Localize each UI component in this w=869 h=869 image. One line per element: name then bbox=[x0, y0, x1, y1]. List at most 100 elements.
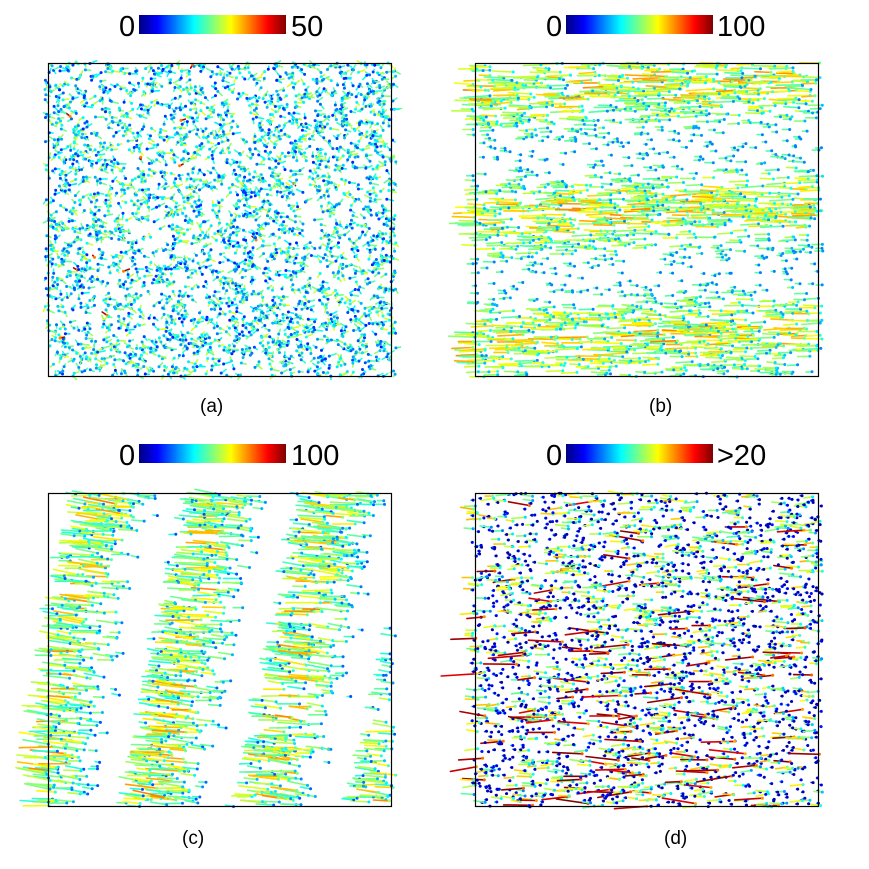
particle-dot bbox=[155, 268, 159, 272]
particle-dot bbox=[175, 305, 179, 309]
particle-dot bbox=[251, 117, 255, 121]
particle-dot bbox=[376, 264, 380, 268]
particle-dot bbox=[297, 302, 301, 306]
particle-dot bbox=[237, 165, 241, 169]
particle-dot bbox=[94, 115, 97, 119]
particle-dot bbox=[267, 328, 271, 332]
particle-dot bbox=[270, 113, 274, 117]
particle-dot bbox=[232, 168, 236, 172]
particle-dot bbox=[255, 231, 259, 235]
particle-dot bbox=[191, 171, 195, 175]
particle-dot bbox=[361, 148, 365, 152]
particle-dot bbox=[54, 227, 58, 231]
particle-dot bbox=[349, 208, 353, 212]
particle-dot bbox=[387, 124, 391, 128]
particle-dot bbox=[393, 271, 397, 275]
particle-dot bbox=[185, 186, 189, 190]
particle-dot bbox=[167, 106, 171, 110]
particle-dot bbox=[63, 189, 67, 193]
particle-dot bbox=[299, 345, 303, 349]
particle-dot bbox=[208, 254, 211, 258]
particle-dot bbox=[57, 333, 61, 337]
particle-dot bbox=[333, 168, 337, 172]
particle-dot bbox=[198, 233, 202, 237]
particle-dot bbox=[248, 172, 251, 176]
particle-dot bbox=[198, 311, 201, 315]
particle-dot bbox=[83, 68, 87, 72]
particle-dot bbox=[138, 346, 142, 350]
particle-dot bbox=[356, 223, 360, 227]
particle-dot bbox=[333, 226, 337, 230]
particle-dot bbox=[100, 168, 104, 172]
particle-dot bbox=[176, 213, 180, 217]
particle-dot bbox=[180, 122, 184, 126]
particle-dot bbox=[335, 365, 339, 369]
particle-dot bbox=[95, 161, 98, 165]
particle-dot bbox=[171, 234, 175, 238]
particle-dot bbox=[223, 229, 227, 233]
particle-dot bbox=[265, 193, 269, 196]
particle-dot bbox=[264, 279, 268, 283]
particle-dot bbox=[259, 86, 263, 90]
particle-dot bbox=[319, 159, 323, 163]
particle-dot bbox=[90, 103, 94, 107]
particle-dot bbox=[274, 215, 278, 219]
particle-dot bbox=[156, 196, 160, 200]
particle-dot bbox=[289, 169, 293, 173]
particle-dot bbox=[385, 239, 389, 243]
particle-dot bbox=[198, 188, 201, 192]
particle-dot bbox=[265, 316, 269, 319]
particle-dot bbox=[55, 323, 58, 327]
particle-dot bbox=[126, 326, 130, 330]
particle-dot bbox=[241, 138, 245, 142]
particle-dot bbox=[138, 315, 142, 319]
particle-dot bbox=[336, 83, 340, 87]
particle-dot bbox=[230, 115, 234, 118]
particle-dot bbox=[291, 147, 295, 151]
particle-dot bbox=[245, 179, 249, 183]
particle-dot bbox=[174, 106, 178, 110]
particle-dot bbox=[374, 355, 378, 359]
particle-dot bbox=[110, 116, 114, 119]
particle-dot bbox=[235, 202, 239, 206]
particle-dot bbox=[200, 142, 204, 146]
particle-dot bbox=[54, 95, 58, 98]
particle-dot bbox=[227, 186, 231, 190]
particle-dot bbox=[107, 291, 111, 295]
particle-dot bbox=[174, 177, 178, 181]
particle-dot bbox=[383, 144, 387, 148]
particle-dot bbox=[378, 342, 382, 346]
particle-dot bbox=[129, 303, 133, 306]
particle-dot bbox=[79, 301, 83, 305]
particle-dot bbox=[349, 204, 353, 207]
particle-dot bbox=[257, 189, 261, 193]
particle-dot bbox=[236, 97, 239, 101]
particle-dot bbox=[296, 321, 300, 324]
particle-dot bbox=[285, 343, 289, 347]
particle-dot bbox=[60, 137, 64, 141]
particle-dot bbox=[51, 275, 55, 279]
particle-dot bbox=[219, 113, 223, 117]
particle-dot bbox=[83, 143, 87, 147]
particle-dot bbox=[224, 102, 228, 105]
particle-dot bbox=[249, 333, 253, 337]
particle-dot bbox=[59, 127, 63, 131]
particle-dot bbox=[43, 305, 47, 308]
particle-dot bbox=[237, 214, 241, 218]
particle-dot bbox=[381, 121, 385, 125]
particle-dot bbox=[185, 120, 189, 124]
particle-dot bbox=[302, 329, 306, 333]
particle-dot bbox=[261, 344, 265, 348]
particle-dot bbox=[94, 339, 98, 343]
particle-dot bbox=[106, 67, 110, 70]
particle-dot bbox=[220, 301, 224, 305]
particle-dot bbox=[89, 211, 93, 215]
particle-dot bbox=[338, 223, 342, 227]
particle-dot bbox=[286, 325, 290, 329]
particle-dot bbox=[79, 342, 83, 346]
particle-dot bbox=[318, 298, 322, 302]
particle-dot bbox=[95, 179, 99, 183]
particle-dot bbox=[181, 211, 185, 215]
particle-dot bbox=[109, 348, 113, 352]
particle-dot bbox=[235, 233, 239, 237]
